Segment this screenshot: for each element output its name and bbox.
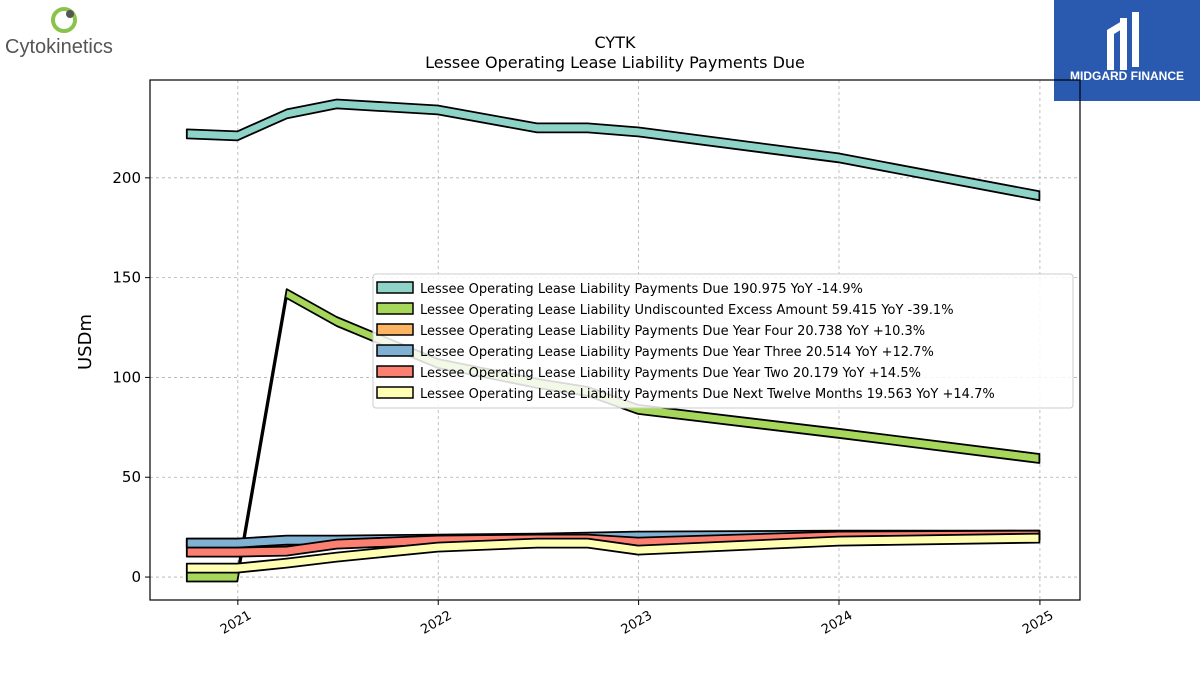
- legend-swatch-0: [376, 281, 414, 294]
- legend-box: [372, 273, 1074, 409]
- y-tick-label: 100: [112, 368, 141, 386]
- x-tick-label: 2023: [619, 608, 655, 638]
- cytokinetics-logo: Cytokinetics: [0, 0, 140, 70]
- legend-label-4: Lessee Operating Lease Liability Payment…: [420, 366, 921, 381]
- plot-frame: [149, 79, 1081, 601]
- chart-subtitle: Lessee Operating Lease Liability Payment…: [425, 53, 805, 72]
- logo-ring-icon: [51, 7, 77, 33]
- legend-swatch-3: [376, 344, 414, 357]
- legend-label-3: Lessee Operating Lease Liability Payment…: [420, 345, 934, 360]
- legend-swatch-4: [376, 365, 414, 378]
- y-tick-label: 150: [112, 269, 141, 287]
- publisher-name: MIDGARD FINANCE: [1070, 69, 1184, 83]
- midgard-monogram-icon: [1107, 12, 1139, 70]
- x-tick-label: 2025: [1020, 608, 1056, 638]
- series-area-0: [185, 98, 1041, 202]
- legend-swatch-1: [376, 302, 414, 315]
- series-area-1: [185, 288, 1041, 583]
- x-axis-ticks: 2021 2022 2023 2024 2025: [218, 600, 1056, 638]
- legend-label-5: Lessee Operating Lease Liability Payment…: [420, 387, 995, 402]
- x-tick-label: 2024: [819, 608, 855, 638]
- series-area-5: [185, 532, 1041, 574]
- y-tick-label: 200: [112, 169, 141, 187]
- legend-swatch-5: [376, 386, 414, 399]
- logo-dot-icon: [66, 10, 74, 18]
- x-tick-label: 2021: [218, 608, 254, 638]
- y-axis-label: USDm: [75, 314, 96, 370]
- legend: Lessee Operating Lease Liability Payment…: [372, 273, 1074, 409]
- legend-label-1: Lessee Operating Lease Liability Undisco…: [420, 303, 954, 318]
- y-tick-label: 0: [131, 568, 141, 586]
- chart-title: CYTK: [595, 33, 636, 52]
- midgard-finance-logo: MIDGARD FINANCE: [1054, 0, 1200, 101]
- y-tick-label: 50: [122, 468, 141, 486]
- y-axis-ticks: 0 50 100 150 200: [112, 169, 150, 586]
- legend-swatch-2: [376, 323, 414, 336]
- company-name: Cytokinetics: [5, 36, 113, 58]
- series-areas: [185, 98, 1041, 583]
- legend-label-0: Lessee Operating Lease Liability Payment…: [420, 282, 863, 297]
- x-tick-label: 2022: [418, 608, 454, 638]
- cytokinetics-logo-mark: Cytokinetics: [5, 7, 113, 58]
- legend-label-2: Lessee Operating Lease Liability Payment…: [420, 324, 925, 339]
- midgard-logo-mark: MIDGARD FINANCE: [1070, 12, 1184, 83]
